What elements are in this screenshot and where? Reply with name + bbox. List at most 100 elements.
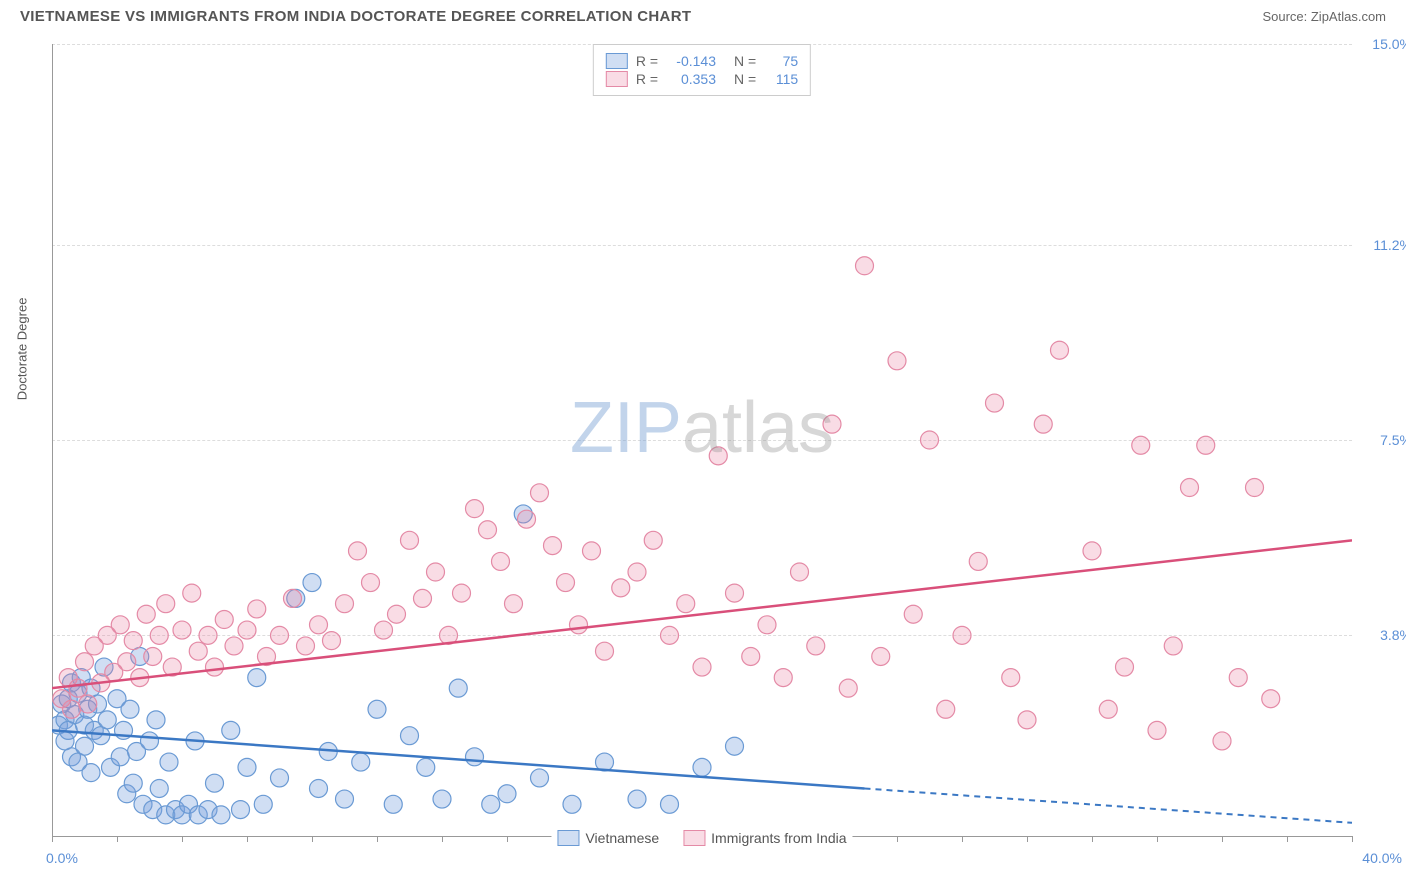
n-value: 115: [764, 71, 798, 87]
data-point: [206, 774, 224, 792]
data-point: [76, 653, 94, 671]
data-point: [271, 626, 289, 644]
data-point: [557, 574, 575, 592]
data-point: [150, 626, 168, 644]
data-point: [248, 600, 266, 618]
data-point: [791, 563, 809, 581]
data-point: [1083, 542, 1101, 560]
chart-source: Source: ZipAtlas.com: [1262, 9, 1386, 24]
data-point: [758, 616, 776, 634]
data-point: [677, 595, 695, 613]
chart-area: Doctorate Degree ZIPatlas 3.8%7.5%11.2%1…: [52, 44, 1352, 844]
legend-series-item: Immigrants from India: [683, 830, 846, 846]
legend-stats-row: R =-0.143N =75: [606, 53, 798, 69]
data-point: [206, 658, 224, 676]
data-point: [384, 795, 402, 813]
data-point: [199, 626, 217, 644]
data-point: [124, 632, 142, 650]
data-point: [1148, 721, 1166, 739]
data-point: [570, 616, 588, 634]
data-point: [98, 711, 116, 729]
data-point: [63, 700, 81, 718]
data-point: [427, 563, 445, 581]
data-point: [726, 737, 744, 755]
data-point: [284, 589, 302, 607]
data-point: [583, 542, 601, 560]
data-point: [82, 764, 100, 782]
chart-header: VIETNAMESE VS IMMIGRANTS FROM INDIA DOCT…: [0, 0, 1406, 29]
data-point: [352, 753, 370, 771]
data-point: [254, 795, 272, 813]
data-point: [336, 790, 354, 808]
x-min-label: 0.0%: [46, 850, 78, 866]
data-point: [368, 700, 386, 718]
y-tick-label: 15.0%: [1372, 36, 1406, 52]
y-tick-label: 3.8%: [1380, 627, 1406, 643]
data-point: [839, 679, 857, 697]
data-point: [248, 669, 266, 687]
data-point: [482, 795, 500, 813]
data-point: [628, 563, 646, 581]
data-point: [1181, 479, 1199, 497]
data-point: [215, 611, 233, 629]
data-point: [76, 737, 94, 755]
data-point: [726, 584, 744, 602]
legend-series-item: Vietnamese: [557, 830, 659, 846]
data-point: [492, 552, 510, 570]
legend-swatch: [606, 53, 628, 69]
data-point: [986, 394, 1004, 412]
data-point: [147, 711, 165, 729]
data-point: [969, 552, 987, 570]
data-point: [953, 626, 971, 644]
r-value: 0.353: [666, 71, 716, 87]
data-point: [222, 721, 240, 739]
data-point: [433, 790, 451, 808]
data-point: [742, 647, 760, 665]
trend-line-dashed: [865, 788, 1353, 822]
data-point: [297, 637, 315, 655]
data-point: [498, 785, 516, 803]
data-point: [79, 695, 97, 713]
data-point: [310, 779, 328, 797]
data-point: [124, 774, 142, 792]
data-point: [1132, 436, 1150, 454]
data-point: [596, 642, 614, 660]
y-axis-label: Doctorate Degree: [15, 298, 30, 401]
data-point: [111, 748, 129, 766]
data-point: [414, 589, 432, 607]
data-point: [401, 531, 419, 549]
data-point: [774, 669, 792, 687]
r-label: R =: [636, 71, 658, 87]
legend-swatch: [557, 830, 579, 846]
data-point: [1051, 341, 1069, 359]
data-point: [518, 510, 536, 528]
legend-stats: R =-0.143N =75R =0.353N =115: [593, 44, 811, 96]
data-point: [388, 605, 406, 623]
legend-series-label: Immigrants from India: [711, 830, 846, 846]
data-point: [238, 621, 256, 639]
data-point: [137, 605, 155, 623]
r-label: R =: [636, 53, 658, 69]
data-point: [531, 484, 549, 502]
data-point: [271, 769, 289, 787]
data-point: [1099, 700, 1117, 718]
data-point: [225, 637, 243, 655]
data-point: [544, 537, 562, 555]
data-point: [189, 642, 207, 660]
r-value: -0.143: [666, 53, 716, 69]
data-point: [693, 758, 711, 776]
data-point: [1116, 658, 1134, 676]
data-point: [111, 616, 129, 634]
data-point: [375, 621, 393, 639]
data-point: [921, 431, 939, 449]
data-point: [628, 790, 646, 808]
data-point: [303, 574, 321, 592]
data-point: [238, 758, 256, 776]
data-point: [1229, 669, 1247, 687]
data-point: [449, 679, 467, 697]
data-point: [807, 637, 825, 655]
data-point: [563, 795, 581, 813]
legend-stats-row: R =0.353N =115: [606, 71, 798, 87]
data-point: [173, 621, 191, 639]
legend-swatch: [683, 830, 705, 846]
